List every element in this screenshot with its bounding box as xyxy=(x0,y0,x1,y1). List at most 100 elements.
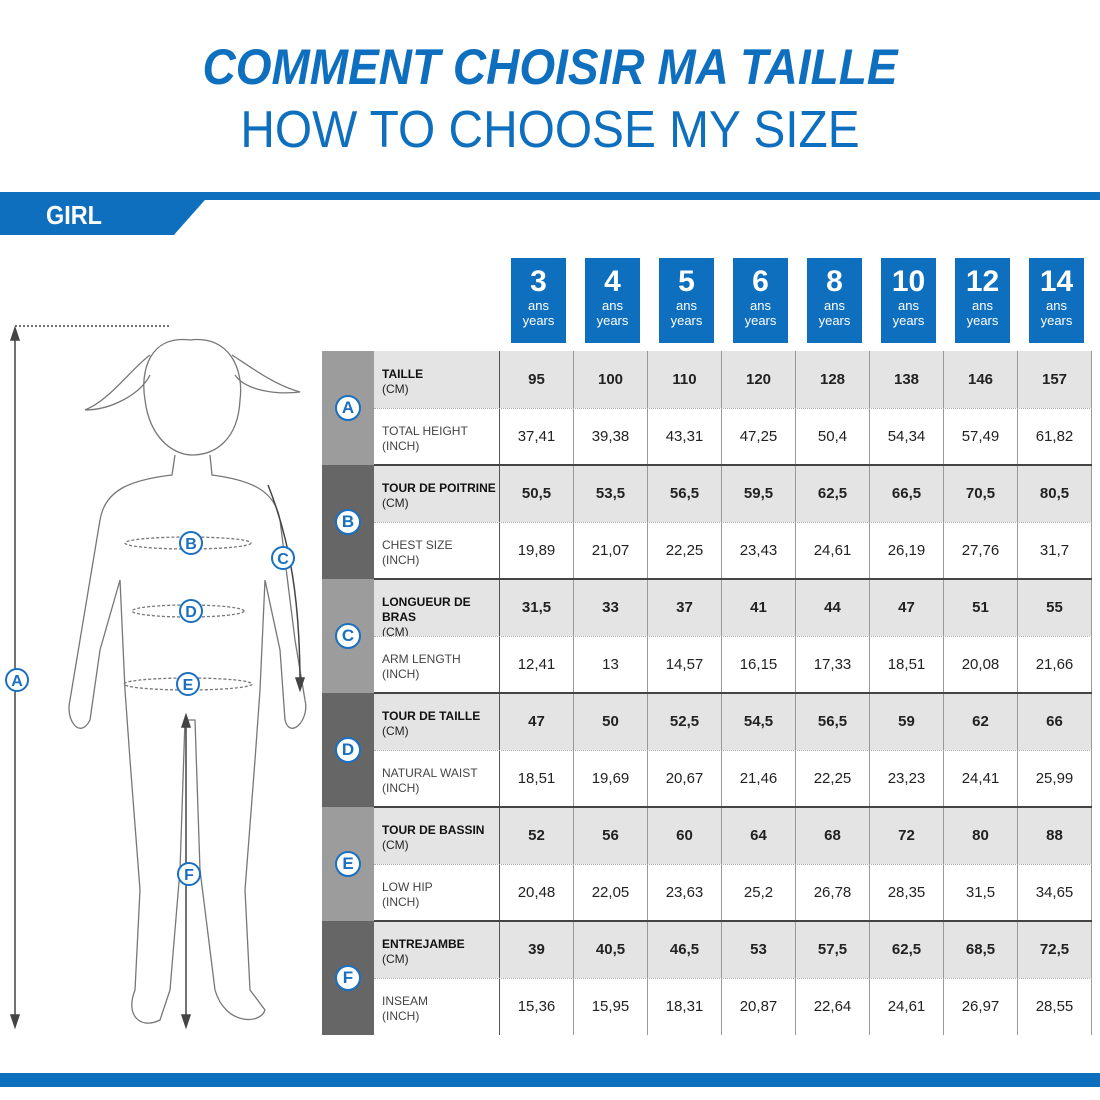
table-cell: 26,78 xyxy=(796,864,870,921)
table-cell: 50 xyxy=(574,693,648,750)
measurement-name: NATURAL WAIST xyxy=(382,766,478,780)
age-unit-fr: ans xyxy=(602,298,623,313)
row-divider xyxy=(374,750,1092,751)
table-cell: 14,57 xyxy=(648,636,722,693)
inch-row: LOW HIP (INCH) 20,48 22,05 23,63 25,2 26,78 28,… xyxy=(374,864,1092,921)
group-badge: A xyxy=(335,395,361,421)
age-unit-en: years xyxy=(892,313,925,328)
measurement-name: LOW HIP xyxy=(382,880,433,894)
age-unit-fr: ans xyxy=(1046,298,1067,313)
table-cell: 41 xyxy=(722,579,796,636)
table-cell: 120 xyxy=(722,351,796,408)
measurement-name: TOUR DE POITRINE xyxy=(382,481,496,495)
header-divider xyxy=(0,192,1100,200)
age-unit-en: years xyxy=(1040,313,1073,328)
table-cell: 54,5 xyxy=(722,693,796,750)
table-cell: 70,5 xyxy=(944,465,1018,522)
age-unit-en: years xyxy=(596,313,629,328)
table-cell: 100 xyxy=(574,351,648,408)
table-cell: 22,64 xyxy=(796,978,870,1035)
table-cell: 22,25 xyxy=(796,750,870,807)
table-cell: 25,99 xyxy=(1018,750,1092,807)
table-cell: 59 xyxy=(870,693,944,750)
svg-text:D: D xyxy=(185,604,197,621)
figure-label-f: F xyxy=(177,862,201,886)
age-number: 8 xyxy=(826,265,843,298)
table-cell: 80 xyxy=(944,807,1018,864)
table-cell: 95 xyxy=(500,351,574,408)
title-english: HOW TO CHOOSE MY SIZE xyxy=(240,101,860,159)
row-label: CHEST SIZE (INCH) xyxy=(374,522,500,579)
row-divider xyxy=(374,522,1092,523)
table-cell: 23,43 xyxy=(722,522,796,579)
table-cell: 50,4 xyxy=(796,408,870,465)
age-unit-fr: ans xyxy=(824,298,845,313)
row-label: ARM LENGTH (INCH) xyxy=(374,636,500,693)
table-cell: 25,2 xyxy=(722,864,796,921)
table-cell: 13 xyxy=(574,636,648,693)
group-divider xyxy=(374,920,1092,922)
age-unit-fr: ans xyxy=(750,298,771,313)
table-cell: 15,95 xyxy=(574,978,648,1035)
table-cell: 18,51 xyxy=(870,636,944,693)
svg-text:E: E xyxy=(183,677,194,694)
age-unit-fr: ans xyxy=(972,298,993,313)
age-number: 3 xyxy=(530,265,547,298)
group-letter-cell: F xyxy=(322,921,374,1035)
figure-label-b: B xyxy=(179,531,203,555)
figure-label-c: C xyxy=(271,546,295,570)
age-unit-en: years xyxy=(670,313,703,328)
table-cell: 21,66 xyxy=(1018,636,1092,693)
table-cell: 44 xyxy=(796,579,870,636)
age-number: 5 xyxy=(678,265,695,298)
measurement-unit: (INCH) xyxy=(382,1009,420,1023)
table-cell: 33 xyxy=(574,579,648,636)
measurement-unit: (INCH) xyxy=(382,667,420,681)
svg-text:F: F xyxy=(184,867,194,884)
measurement-name: CHEST SIZE xyxy=(382,538,453,552)
group-divider xyxy=(374,692,1092,694)
age-unit-en: years xyxy=(744,313,777,328)
table-cell: 20,08 xyxy=(944,636,1018,693)
table-cell: 37,41 xyxy=(500,408,574,465)
table-cell: 34,65 xyxy=(1018,864,1092,921)
row-divider xyxy=(374,864,1092,865)
group-letter-cell: A xyxy=(322,351,374,465)
table-cell: 66,5 xyxy=(870,465,944,522)
table-cell: 37 xyxy=(648,579,722,636)
table-cell: 26,19 xyxy=(870,522,944,579)
table-cell: 128 xyxy=(796,351,870,408)
table-cell: 23,63 xyxy=(648,864,722,921)
table-cell: 60 xyxy=(648,807,722,864)
inch-row: ARM LENGTH (INCH) 12,41 13 14,57 16,15 17,33 18… xyxy=(374,636,1092,693)
table-cell: 31,5 xyxy=(944,864,1018,921)
cm-row: TAILLE (CM) 95 100 110 120 128 138 146 157 xyxy=(374,351,1092,408)
group-badge: B xyxy=(335,509,361,535)
table-cell: 157 xyxy=(1018,351,1092,408)
table-cell: 39 xyxy=(500,921,574,978)
table-cell: 47 xyxy=(500,693,574,750)
group-divider xyxy=(374,578,1092,580)
table-cell: 21,46 xyxy=(722,750,796,807)
row-label: TOTAL HEIGHT (INCH) xyxy=(374,408,500,465)
row-label: ENTREJAMBE (CM) xyxy=(374,921,500,978)
table-cell: 31,7 xyxy=(1018,522,1092,579)
measurement-name: TOUR DE TAILLE xyxy=(382,709,481,723)
table-cell: 21,07 xyxy=(574,522,648,579)
age-unit-en: years xyxy=(818,313,851,328)
table-cell: 56,5 xyxy=(648,465,722,522)
age-column-header: 3 ans years xyxy=(511,258,566,343)
age-unit-fr: ans xyxy=(898,298,919,313)
table-cell: 56,5 xyxy=(796,693,870,750)
cm-row: TOUR DE TAILLE (CM) 47 50 52,5 54,5 56,5 59 62 66 xyxy=(374,693,1092,750)
table-cell: 17,33 xyxy=(796,636,870,693)
group-letter-cell: D xyxy=(322,693,374,807)
table-cell: 72,5 xyxy=(1018,921,1092,978)
group-badge: C xyxy=(335,623,361,649)
title-french: COMMENT CHOISIR MA TAILLE xyxy=(202,39,898,95)
row-label: TOUR DE BASSIN (CM) xyxy=(374,807,500,864)
measurement-unit: (CM) xyxy=(382,625,409,639)
group-letter-cell: C xyxy=(322,579,374,693)
table-cell: 28,35 xyxy=(870,864,944,921)
age-column-header: 5 ans years xyxy=(659,258,714,343)
